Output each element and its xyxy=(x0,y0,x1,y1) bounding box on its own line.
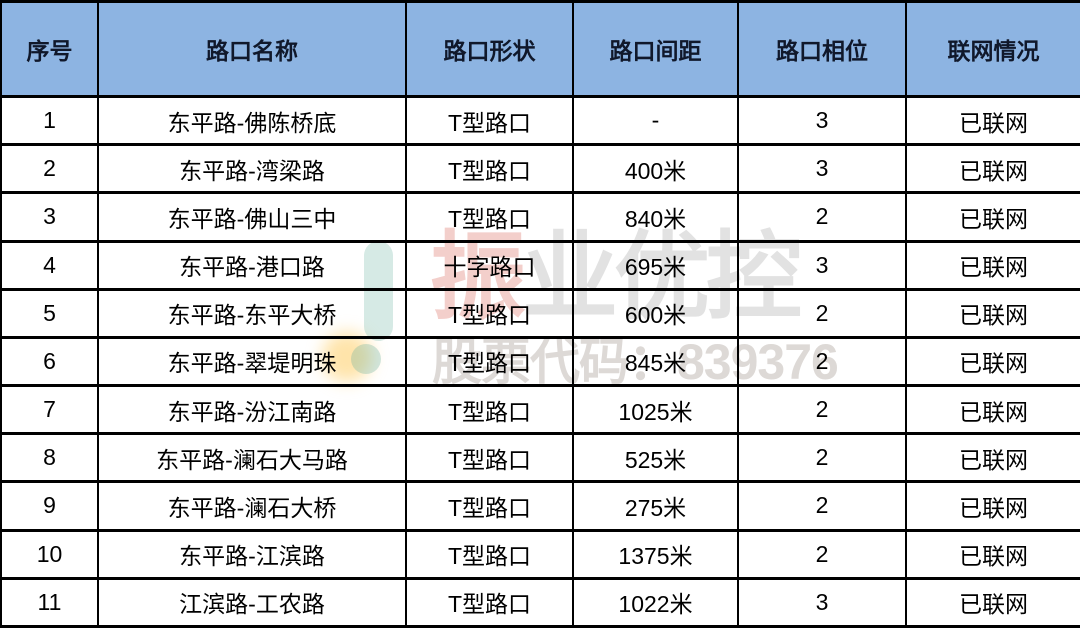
table-cell: 845米 xyxy=(572,335,739,388)
table-cell: 3 xyxy=(737,576,907,628)
table-cell: T型路口 xyxy=(405,94,574,147)
table-cell: 已联网 xyxy=(905,239,1080,291)
table-cell: 275米 xyxy=(572,480,739,532)
table-cell: 4 xyxy=(0,239,99,291)
table-cell: T型路口 xyxy=(405,528,574,580)
table-cell: 已联网 xyxy=(905,528,1080,580)
table-cell: 840米 xyxy=(572,191,739,243)
table-cell: T型路口 xyxy=(405,480,574,532)
header-cell: 路口间距 xyxy=(572,0,739,98)
table-cell: 3 xyxy=(0,191,99,243)
table-cell: 8 xyxy=(0,432,99,484)
table-cell: 已联网 xyxy=(905,384,1080,436)
table-cell: 1022米 xyxy=(572,576,739,628)
table-row: 2 东平路-湾梁路 T型路口 400米 3 已联网 xyxy=(0,143,1080,195)
table-row: 8 东平路-澜石大马路 T型路口 525米 2 已联网 xyxy=(0,432,1080,484)
table-cell: 1 xyxy=(0,94,99,147)
table-cell: 已联网 xyxy=(905,480,1080,532)
table-cell: 东平路-湾梁路 xyxy=(97,143,407,195)
table-cell: 东平路-翠堤明珠 xyxy=(97,335,407,388)
table-header: 序号 路口名称 路口形状 路口间距 路口相位 联网情况 xyxy=(0,0,1080,98)
table-cell: 10 xyxy=(0,528,99,580)
table-cell: 600米 xyxy=(572,287,739,339)
table-cell: 已联网 xyxy=(905,287,1080,339)
table-cell: 东平路-江滨路 xyxy=(97,528,407,580)
table-cell: 十字路口 xyxy=(405,239,574,291)
header-cell: 路口名称 xyxy=(97,0,407,98)
table-cell: 已联网 xyxy=(905,94,1080,147)
table-row: 9 东平路-澜石大桥 T型路口 275米 2 已联网 xyxy=(0,480,1080,532)
table-cell: 2 xyxy=(737,191,907,243)
table-cell: 695米 xyxy=(572,239,739,291)
table-cell: - xyxy=(572,94,739,147)
table-cell: 2 xyxy=(0,143,99,195)
table-cell: T型路口 xyxy=(405,432,574,484)
table-cell: T型路口 xyxy=(405,335,574,388)
table-cell: 东平路-佛陈桥底 xyxy=(97,94,407,147)
table-cell: T型路口 xyxy=(405,191,574,243)
table-cell: 东平路-汾江南路 xyxy=(97,384,407,436)
table-row: 7 东平路-汾江南路 T型路口 1025米 2 已联网 xyxy=(0,384,1080,436)
table-cell: 6 xyxy=(0,335,99,388)
table-cell: 江滨路-工农路 xyxy=(97,576,407,628)
table-cell: 已联网 xyxy=(905,335,1080,388)
table-cell: 已联网 xyxy=(905,432,1080,484)
table-cell: T型路口 xyxy=(405,287,574,339)
table-cell: 2 xyxy=(737,480,907,532)
table-cell: 东平路-澜石大马路 xyxy=(97,432,407,484)
table-cell: 已联网 xyxy=(905,143,1080,195)
table-cell: 2 xyxy=(737,432,907,484)
table-cell: 400米 xyxy=(572,143,739,195)
table-body: 1 东平路-佛陈桥底 T型路口 -3 已联网 2 东平路-湾梁路 T型路口 400米 3 已联网 3 东… xyxy=(0,94,1080,628)
table-row: 5 东平路-东平大桥 T型路口 600米 2 已联网 xyxy=(0,287,1080,339)
table-cell: 9 xyxy=(0,480,99,532)
table-cell: 11 xyxy=(0,576,99,628)
header-cell: 路口形状 xyxy=(405,0,574,98)
table-cell: 7 xyxy=(0,384,99,436)
table-cell: 3 xyxy=(737,143,907,195)
header-cell: 序号 xyxy=(0,0,99,98)
table-cell: 2 xyxy=(737,384,907,436)
table-cell: 东平路-东平大桥 xyxy=(97,287,407,339)
table-row: 10 东平路-江滨路 T型路口 1375米 2 已联网 xyxy=(0,528,1080,580)
table-cell: 1375米 xyxy=(572,528,739,580)
header-cell: 联网情况 xyxy=(905,0,1080,98)
table-row: 4 东平路-港口路 十字路口 695米 3 已联网 xyxy=(0,239,1080,291)
table-row: 1 东平路-佛陈桥底 T型路口 -3 已联网 xyxy=(0,94,1080,147)
header-row: 序号 路口名称 路口形状 路口间距 路口相位 联网情况 xyxy=(0,0,1080,98)
table-row: 11 江滨路-工农路 T型路口 1022米 3 已联网 xyxy=(0,576,1080,628)
table-cell: 3 xyxy=(737,239,907,291)
table-cell: 2 xyxy=(737,335,907,388)
table-cell: 1025米 xyxy=(572,384,739,436)
header-cell: 路口相位 xyxy=(737,0,907,98)
table-cell: 5 xyxy=(0,287,99,339)
table-cell: 东平路-港口路 xyxy=(97,239,407,291)
table-row: 3 东平路-佛山三中 T型路口 840米 2 已联网 xyxy=(0,191,1080,243)
table-cell: 已联网 xyxy=(905,191,1080,243)
table-cell: 东平路-澜石大桥 xyxy=(97,480,407,532)
table-row: 6 东平路-翠堤明珠 T型路口 845米 2 已联网 xyxy=(0,335,1080,388)
table-cell: 东平路-佛山三中 xyxy=(97,191,407,243)
table-cell: 525米 xyxy=(572,432,739,484)
table-cell: T型路口 xyxy=(405,143,574,195)
table-cell: T型路口 xyxy=(405,384,574,436)
table-cell: 已联网 xyxy=(905,576,1080,628)
table-cell: 2 xyxy=(737,528,907,580)
table-cell: T型路口 xyxy=(405,576,574,628)
table-cell: 3 xyxy=(737,94,907,147)
table-cell: 2 xyxy=(737,287,907,339)
